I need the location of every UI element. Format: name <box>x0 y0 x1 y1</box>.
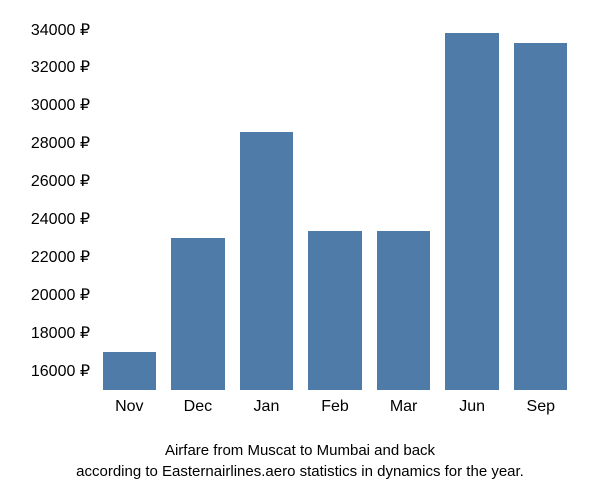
bars-group <box>95 20 575 390</box>
y-tick-label: 32000 ₽ <box>15 57 90 77</box>
airfare-bar-chart: 16000 ₽ 18000 ₽ 20000 ₽ 22000 ₽ 24000 ₽ 26000… <box>0 0 600 500</box>
bar <box>103 352 156 390</box>
bar-group <box>95 20 164 390</box>
y-tick-label: 28000 ₽ <box>15 133 90 153</box>
y-tick-label: 20000 ₽ <box>15 285 90 305</box>
x-tick-label: Nov <box>95 398 164 416</box>
y-tick-label: 30000 ₽ <box>15 95 90 115</box>
x-tick-label: Sep <box>506 398 575 416</box>
bar-group <box>438 20 507 390</box>
bar <box>240 132 293 390</box>
bar-group <box>506 20 575 390</box>
bar <box>308 231 361 390</box>
y-tick-label: 24000 ₽ <box>15 209 90 229</box>
plot-area: 16000 ₽18000 ₽20000 ₽22000 ₽24000 ₽26000… <box>95 20 575 390</box>
bar <box>514 43 567 390</box>
x-tick-label: Jan <box>232 398 301 416</box>
x-tick-label: Dec <box>164 398 233 416</box>
y-axis: 16000 ₽ 18000 ₽ 20000 ₽ 22000 ₽ 24000 ₽ 26000… <box>15 20 90 390</box>
bar <box>377 231 430 390</box>
x-tick-label: Feb <box>301 398 370 416</box>
y-tick-label: 26000 ₽ <box>15 171 90 191</box>
bar-group <box>164 20 233 390</box>
caption-line-2: according to Easternairlines.aero statis… <box>76 463 524 480</box>
bar <box>171 238 224 390</box>
bar-group <box>301 20 370 390</box>
bar-group <box>232 20 301 390</box>
x-axis-labels: NovDecJanFebMarJunSep <box>95 398 575 416</box>
x-tick-label: Mar <box>369 398 438 416</box>
caption-line-1: Airfare from Muscat to Mumbai and back <box>165 442 435 459</box>
chart-caption: Airfare from Muscat to Mumbai and back a… <box>0 440 600 482</box>
x-tick-label: Jun <box>438 398 507 416</box>
bar-group <box>369 20 438 390</box>
y-tick-label: 34000 ₽ <box>15 20 90 40</box>
y-tick-label: 22000 ₽ <box>15 247 90 267</box>
y-tick-label: 16000 ₽ <box>15 361 90 381</box>
y-tick-label: 18000 ₽ <box>15 323 90 343</box>
bar <box>445 33 498 390</box>
